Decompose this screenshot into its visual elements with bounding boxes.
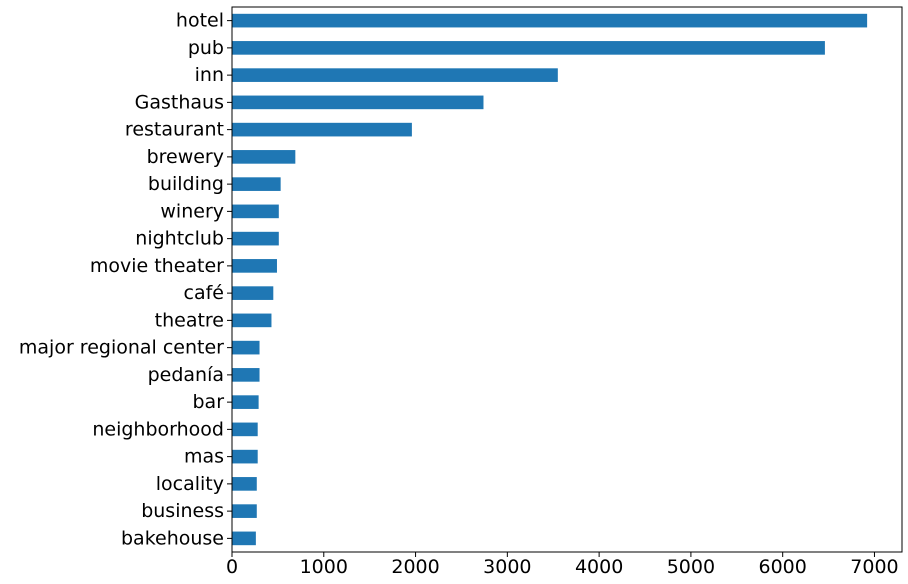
category-label-15: neighborhood	[92, 418, 224, 440]
bar-13	[232, 368, 260, 382]
bar-16	[232, 449, 258, 464]
bar-18	[232, 504, 257, 518]
x-tick-label-6: 6000	[759, 556, 807, 578]
category-label-18: business	[141, 500, 224, 522]
category-label-13: pedanía	[148, 364, 224, 386]
category-label-17: locality	[156, 473, 224, 495]
category-label-8: nightclub	[135, 228, 224, 250]
category-label-9: movie theater	[90, 255, 224, 277]
x-tick-label-0: 0	[226, 556, 238, 578]
category-label-2: inn	[195, 64, 224, 86]
bar-19	[232, 531, 256, 546]
bar-5	[232, 150, 296, 164]
x-tick-label-5: 5000	[667, 556, 715, 578]
category-label-0: hotel	[176, 10, 224, 32]
category-labels: hotel pub inn Gasthaus restaurant brewery buil…	[19, 10, 232, 549]
category-label-6: building	[148, 173, 224, 195]
bar-17	[232, 477, 257, 491]
bar-1	[232, 41, 825, 55]
bar-2	[232, 68, 558, 82]
category-label-4: restaurant	[125, 119, 224, 141]
bar-7	[232, 204, 279, 219]
category-label-10: café	[184, 282, 224, 304]
bar-11	[232, 313, 272, 328]
x-tick-label-4: 4000	[575, 556, 623, 578]
bar-9	[232, 259, 277, 273]
bar-4	[232, 122, 412, 137]
x-tick-label-1: 1000	[300, 556, 348, 578]
category-label-1: pub	[188, 37, 224, 59]
category-label-7: winery	[160, 200, 224, 222]
category-label-14: bar	[192, 391, 224, 413]
plot-frame	[231, 6, 903, 553]
category-label-3: Gasthaus	[135, 91, 224, 113]
bar-10	[232, 286, 274, 300]
bar-12	[232, 340, 260, 355]
bar-6	[232, 177, 281, 191]
bar-0	[232, 13, 868, 28]
bar-3	[232, 95, 484, 110]
category-label-16: mas	[184, 446, 224, 468]
x-tick-label-3: 3000	[483, 556, 531, 578]
x-tick-label-7: 7000	[850, 556, 898, 578]
x-tick-label-2: 2000	[391, 556, 439, 578]
category-label-19: bakehouse	[121, 527, 224, 549]
bar-14	[232, 395, 259, 409]
x-axis-ticks: 0 1000 2000 3000 4000 5000 6000 7000	[226, 552, 899, 578]
bar-15	[232, 422, 258, 437]
bar-8	[232, 231, 279, 246]
bars-group	[232, 13, 868, 546]
category-label-11: theatre	[155, 309, 224, 331]
category-label-12: major regional center	[19, 337, 224, 359]
category-label-5: brewery	[147, 146, 224, 168]
